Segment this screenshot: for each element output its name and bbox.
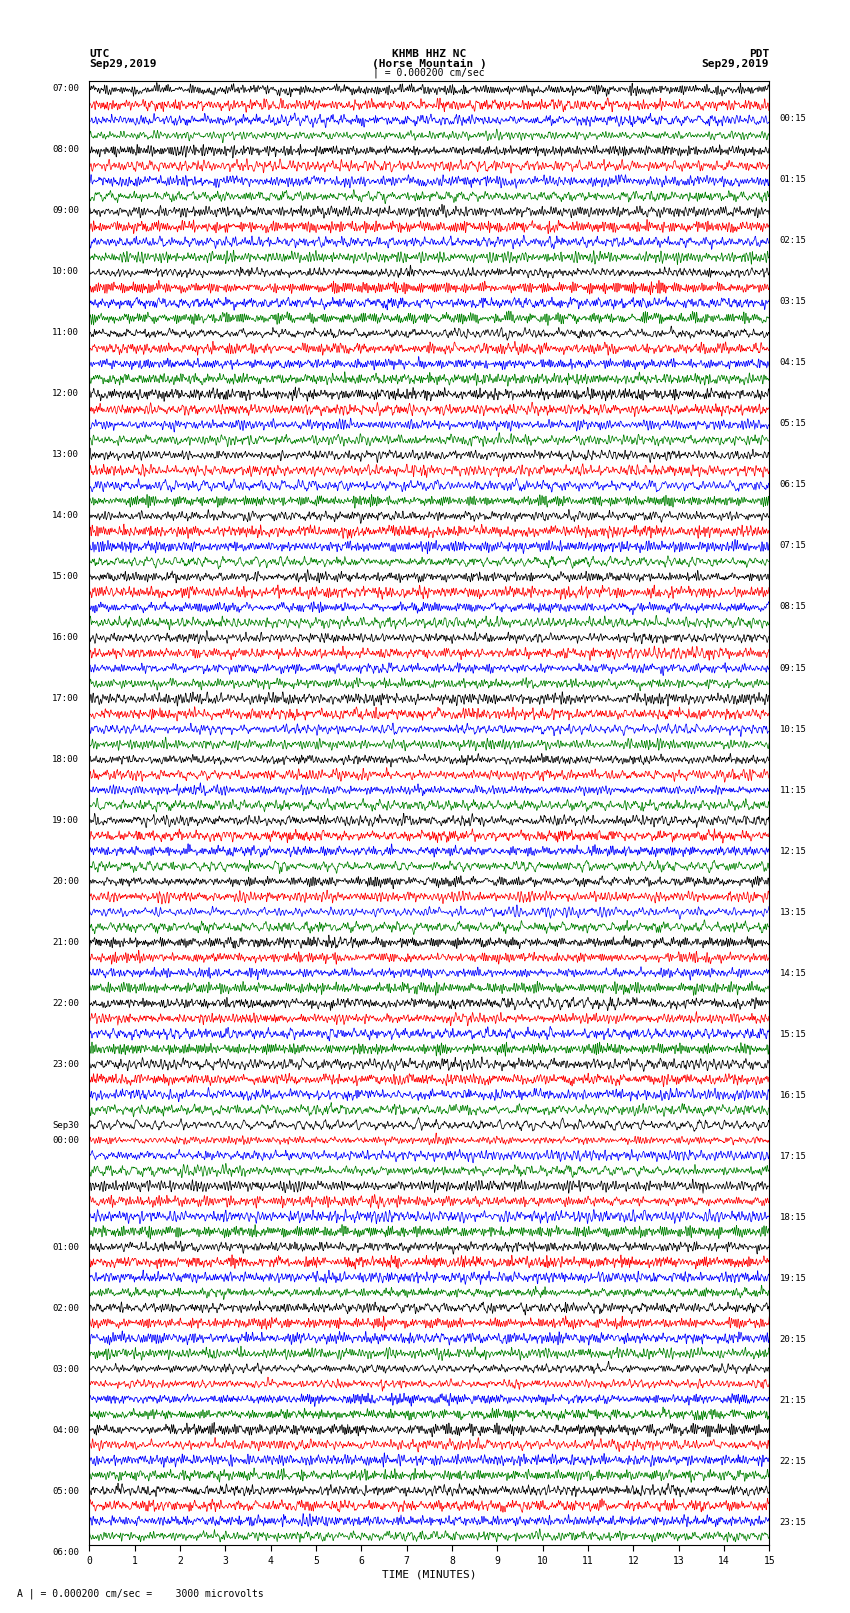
- Text: 11:15: 11:15: [779, 786, 807, 795]
- X-axis label: TIME (MINUTES): TIME (MINUTES): [382, 1569, 477, 1579]
- Text: 06:00: 06:00: [52, 1548, 79, 1558]
- Text: 18:00: 18:00: [52, 755, 79, 765]
- Text: 17:15: 17:15: [779, 1152, 807, 1161]
- Text: 08:15: 08:15: [779, 603, 807, 611]
- Text: 04:00: 04:00: [52, 1426, 79, 1436]
- Text: 14:00: 14:00: [52, 511, 79, 519]
- Text: A | = 0.000200 cm/sec =    3000 microvolts: A | = 0.000200 cm/sec = 3000 microvolts: [17, 1589, 264, 1598]
- Text: PDT: PDT: [749, 48, 769, 58]
- Text: UTC: UTC: [89, 48, 110, 58]
- Text: 06:15: 06:15: [779, 481, 807, 489]
- Text: Sep29,2019: Sep29,2019: [89, 58, 156, 69]
- Text: 02:15: 02:15: [779, 237, 807, 245]
- Text: 22:15: 22:15: [779, 1457, 807, 1466]
- Text: 18:15: 18:15: [779, 1213, 807, 1221]
- Text: | = 0.000200 cm/sec: | = 0.000200 cm/sec: [373, 68, 485, 77]
- Text: 23:15: 23:15: [779, 1518, 807, 1528]
- Text: 07:00: 07:00: [52, 84, 79, 94]
- Text: 10:00: 10:00: [52, 266, 79, 276]
- Text: 02:00: 02:00: [52, 1305, 79, 1313]
- Text: 23:00: 23:00: [52, 1060, 79, 1069]
- Text: (Horse Mountain ): (Horse Mountain ): [371, 58, 486, 69]
- Text: 16:15: 16:15: [779, 1090, 807, 1100]
- Text: 19:00: 19:00: [52, 816, 79, 826]
- Text: 07:15: 07:15: [779, 542, 807, 550]
- Text: 09:00: 09:00: [52, 206, 79, 215]
- Text: 04:15: 04:15: [779, 358, 807, 368]
- Text: 08:00: 08:00: [52, 145, 79, 153]
- Text: 21:00: 21:00: [52, 939, 79, 947]
- Text: 13:15: 13:15: [779, 908, 807, 916]
- Text: Sep29,2019: Sep29,2019: [702, 58, 769, 69]
- Text: 19:15: 19:15: [779, 1274, 807, 1282]
- Text: KHMB HHZ NC: KHMB HHZ NC: [392, 48, 467, 58]
- Text: 00:15: 00:15: [779, 115, 807, 123]
- Text: 13:00: 13:00: [52, 450, 79, 460]
- Text: 05:15: 05:15: [779, 419, 807, 429]
- Text: 22:00: 22:00: [52, 998, 79, 1008]
- Text: 01:15: 01:15: [779, 176, 807, 184]
- Text: Sep30: Sep30: [52, 1121, 79, 1131]
- Text: 12:15: 12:15: [779, 847, 807, 855]
- Text: 21:15: 21:15: [779, 1395, 807, 1405]
- Text: 01:00: 01:00: [52, 1244, 79, 1252]
- Text: 15:00: 15:00: [52, 573, 79, 581]
- Text: 20:15: 20:15: [779, 1336, 807, 1344]
- Text: 16:00: 16:00: [52, 632, 79, 642]
- Text: 14:15: 14:15: [779, 969, 807, 977]
- Text: 11:00: 11:00: [52, 327, 79, 337]
- Text: 05:00: 05:00: [52, 1487, 79, 1497]
- Text: 03:15: 03:15: [779, 297, 807, 306]
- Text: 03:00: 03:00: [52, 1365, 79, 1374]
- Text: 20:00: 20:00: [52, 877, 79, 886]
- Text: 17:00: 17:00: [52, 694, 79, 703]
- Text: 10:15: 10:15: [779, 724, 807, 734]
- Text: 12:00: 12:00: [52, 389, 79, 398]
- Text: 09:15: 09:15: [779, 663, 807, 673]
- Text: 00:00: 00:00: [52, 1137, 79, 1145]
- Text: 15:15: 15:15: [779, 1029, 807, 1039]
